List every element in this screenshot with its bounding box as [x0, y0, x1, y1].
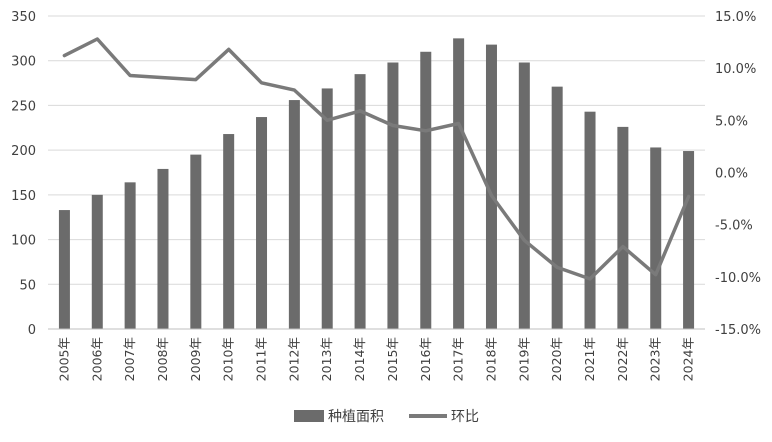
x-tick-label: 2011年	[254, 337, 269, 381]
x-tick-label: 2022年	[615, 337, 630, 381]
bar	[58, 210, 70, 329]
left-tick-label: 200	[11, 144, 36, 159]
line-path	[62, 37, 691, 281]
left-tick-label: 150	[11, 189, 36, 204]
left-tick-label: 250	[11, 99, 36, 114]
bar	[551, 86, 563, 329]
bar	[124, 182, 136, 329]
bar	[354, 74, 366, 329]
x-tick-label: 2017年	[451, 337, 466, 381]
x-tick-label: 2010年	[221, 337, 236, 381]
x-tick-label: 2012年	[286, 337, 301, 381]
x-tick-label: 2015年	[385, 337, 400, 381]
bar	[223, 134, 235, 329]
bar	[420, 51, 432, 330]
bar	[683, 151, 695, 329]
legend-swatch-bar	[294, 410, 324, 422]
x-tick-label: 2020年	[549, 337, 564, 381]
line-series	[62, 37, 691, 281]
left-y-axis: 0 50 100 150 200 250 300 350	[11, 10, 36, 338]
x-tick-label: 2014年	[352, 337, 367, 381]
right-tick-label: -5.0%	[715, 219, 753, 234]
left-tick-label: 350	[11, 10, 36, 25]
bar	[190, 154, 202, 329]
bar	[518, 62, 530, 329]
bar	[157, 168, 169, 329]
x-tick-label: 2008年	[155, 337, 170, 381]
x-tick-label: 2007年	[122, 337, 137, 381]
x-tick-label: 2023年	[648, 337, 663, 381]
left-tick-label: 300	[11, 55, 36, 70]
right-tick-label: 10.0%	[715, 62, 756, 77]
x-tick-label: 2005年	[56, 337, 71, 381]
bar	[584, 111, 596, 329]
bar	[387, 62, 399, 329]
bar	[617, 126, 629, 330]
right-tick-label: 15.0%	[715, 10, 756, 25]
x-axis: 2005年 2006年 2007年 2008年 2009年 2010年 2011年 2012年…	[48, 328, 705, 381]
legend: 种植面积 环比	[294, 409, 479, 425]
x-tick-label: 2013年	[319, 337, 334, 381]
x-tick-label: 2018年	[483, 337, 498, 381]
bar	[288, 100, 300, 329]
bar	[453, 38, 465, 329]
x-tick-label: 2016年	[418, 337, 433, 381]
bar	[485, 44, 497, 330]
gridlines	[48, 15, 705, 285]
right-tick-label: -15.0%	[715, 323, 761, 338]
legend-label-line: 环比	[451, 409, 479, 425]
right-tick-label: 0.0%	[715, 167, 748, 182]
right-y-axis: -15.0% -10.0% -5.0% 0.0% 5.0% 10.0% 15.0%	[715, 10, 761, 338]
left-tick-label: 50	[19, 278, 36, 293]
bar	[91, 194, 103, 329]
x-tick-label: 2024年	[681, 337, 696, 381]
legend-label-bar: 种植面积	[328, 409, 384, 425]
x-tick-label: 2009年	[188, 337, 203, 381]
right-tick-label: -10.0%	[715, 271, 761, 286]
bar	[650, 147, 662, 329]
x-tick-label: 2019年	[516, 337, 531, 381]
left-tick-label: 0	[28, 323, 36, 338]
right-tick-label: 5.0%	[715, 114, 748, 129]
bar	[256, 117, 268, 329]
left-tick-label: 100	[11, 234, 36, 249]
bar-series	[58, 38, 695, 330]
x-tick-label: 2006年	[89, 337, 104, 381]
bar	[321, 88, 333, 330]
x-tick-label: 2021年	[582, 337, 597, 381]
